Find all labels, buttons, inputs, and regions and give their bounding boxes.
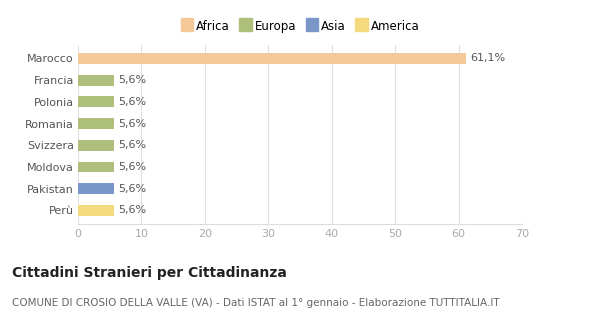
Bar [78,75,113,85]
Bar [78,53,466,64]
Bar [78,162,113,172]
Legend: Africa, Europa, Asia, America: Africa, Europa, Asia, America [178,18,422,35]
Text: 5,6%: 5,6% [118,140,146,150]
Text: Cittadini Stranieri per Cittadinanza: Cittadini Stranieri per Cittadinanza [12,266,287,280]
Text: 5,6%: 5,6% [118,118,146,129]
Bar [78,205,113,216]
Text: 5,6%: 5,6% [118,184,146,194]
Text: COMUNE DI CROSIO DELLA VALLE (VA) - Dati ISTAT al 1° gennaio - Elaborazione TUTT: COMUNE DI CROSIO DELLA VALLE (VA) - Dati… [12,298,500,308]
Text: 61,1%: 61,1% [470,53,505,63]
Bar [78,96,113,107]
Bar [78,183,113,194]
Bar [78,140,113,151]
Text: 5,6%: 5,6% [118,162,146,172]
Text: 5,6%: 5,6% [118,75,146,85]
Bar [78,118,113,129]
Text: 5,6%: 5,6% [118,97,146,107]
Text: 5,6%: 5,6% [118,205,146,215]
